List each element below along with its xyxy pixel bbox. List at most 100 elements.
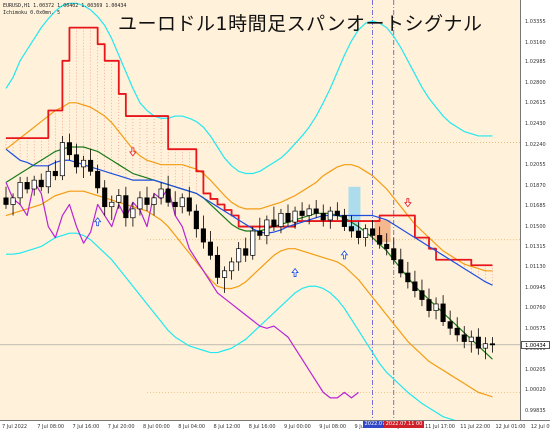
y-tick-label: 1.01685 bbox=[525, 203, 546, 210]
candle-bear bbox=[285, 212, 291, 223]
x-tick-label: 8 Jul 04:00 bbox=[178, 424, 206, 430]
candle-bull bbox=[59, 142, 65, 177]
blue_line-series-line bbox=[5, 148, 493, 286]
candle-bear bbox=[313, 208, 319, 214]
candle-bull bbox=[137, 197, 143, 210]
candle-bear bbox=[186, 197, 192, 212]
candle-bear bbox=[95, 170, 101, 189]
candle-bear bbox=[489, 343, 496, 346]
x-tick-label: 9 Jul 08:00 bbox=[319, 424, 347, 430]
candle-bull bbox=[130, 208, 136, 219]
candle-bear bbox=[165, 188, 171, 203]
candle-bear bbox=[3, 197, 9, 205]
candle-bear bbox=[52, 170, 58, 177]
y-tick-label: 1.00575 bbox=[525, 325, 546, 332]
buy-arrow-icon bbox=[291, 267, 299, 277]
price-axis[interactable]: 1.03355 1.03160 1.02985 1.02800 1.02615 1.024… bbox=[520, 0, 550, 420]
red_line-series-line bbox=[6, 26, 493, 267]
candle-bull bbox=[306, 208, 312, 216]
candle-bear bbox=[123, 195, 129, 219]
candle-bear bbox=[426, 299, 432, 311]
y-tick-label: 1.00945 bbox=[525, 284, 546, 291]
candle-bear bbox=[24, 182, 30, 190]
x-tick-label: 12 Jul 01:00 bbox=[495, 424, 526, 430]
candle-bull bbox=[31, 179, 37, 190]
x-tick-label: 7 Jul 08:00 bbox=[37, 424, 65, 430]
candle-bull bbox=[222, 270, 228, 278]
candle-bull bbox=[10, 197, 16, 205]
symbol-info-line: EURUSD,H1 1.00372 1.00402 1.00369 1.0043… bbox=[3, 3, 127, 9]
candle-bull bbox=[363, 228, 369, 238]
bb_upper2-series-line bbox=[5, 2, 493, 175]
chart-canvas bbox=[0, 0, 520, 420]
bb_lower2-series-line bbox=[6, 232, 456, 420]
candle-bear bbox=[461, 334, 467, 342]
candle-bear bbox=[193, 210, 199, 230]
candle-bear bbox=[391, 248, 397, 261]
y-tick-label: 1.02800 bbox=[525, 79, 546, 86]
candle-bear bbox=[144, 197, 150, 205]
candle-bear bbox=[475, 336, 481, 349]
candle-bull bbox=[468, 336, 474, 342]
candle-bear bbox=[454, 327, 460, 336]
x-tick-label: 8 Jul 00:00 bbox=[143, 424, 170, 430]
indicator-info-line: Ichimoku 0.0x0mn. 5 bbox=[3, 10, 61, 16]
candle-bear bbox=[214, 254, 221, 278]
candle-bull bbox=[292, 210, 298, 223]
candle-bull bbox=[278, 212, 284, 227]
y-tick-label: 1.01315 bbox=[525, 244, 546, 251]
candle-bear bbox=[348, 226, 355, 232]
y-tick-label: 0.99835 bbox=[525, 407, 546, 414]
signal-highlight-orange bbox=[374, 219, 391, 243]
highlight-time-label: 2022.07.11 00 bbox=[383, 421, 425, 428]
x-tick-label: 11 Jul 22:00 bbox=[460, 424, 491, 430]
candle-bear bbox=[207, 241, 214, 256]
candle-bear bbox=[370, 228, 376, 236]
y-tick-label: 1.00205 bbox=[525, 366, 546, 373]
candle-bear bbox=[341, 215, 347, 227]
candle-bull bbox=[45, 170, 51, 188]
candle-bear bbox=[440, 303, 446, 322]
time-axis[interactable]: 7 Jul 2022 7 Jul 08:00 7 Jul 16:00 7 Jul 20… bbox=[0, 420, 550, 435]
x-tick-label: 8 Jul 12:00 bbox=[213, 424, 241, 430]
candle-bull bbox=[482, 343, 488, 349]
candle-bear bbox=[320, 212, 326, 221]
candle-bull bbox=[179, 197, 185, 208]
candle-bull bbox=[17, 182, 23, 199]
candle-bull bbox=[116, 195, 122, 203]
candle-bear bbox=[398, 259, 404, 274]
bb_mid-series-line bbox=[5, 146, 493, 360]
buy-arrow-icon bbox=[340, 250, 349, 260]
x-tick-label: 11 Jul 17:00 bbox=[425, 424, 455, 430]
candle-bull bbox=[109, 201, 115, 208]
candle-bear bbox=[73, 154, 80, 168]
x-tick-label: 8 Jul 16:00 bbox=[248, 424, 276, 430]
y-tick-label: 1.01130 bbox=[525, 264, 546, 271]
purple_line-series-line bbox=[5, 181, 359, 399]
candle-bear bbox=[419, 290, 425, 300]
candle-bull bbox=[264, 219, 270, 236]
x-tick-label: 12 Jul 09:00 bbox=[530, 424, 550, 430]
candle-bear bbox=[334, 210, 340, 216]
candle-bear bbox=[172, 201, 178, 208]
candle-bull bbox=[250, 230, 256, 256]
candle-bear bbox=[412, 281, 418, 292]
candle-bear bbox=[243, 248, 249, 256]
bb_lower1-series-line bbox=[5, 190, 493, 398]
candle-bull bbox=[236, 248, 242, 263]
x-tick-label: 7 Jul 20:00 bbox=[107, 424, 135, 430]
y-tick-label: 1.03355 bbox=[525, 18, 546, 25]
candle-bear bbox=[271, 219, 277, 227]
y-tick-label: 1.00760 bbox=[525, 305, 546, 312]
buy-arrow-icon bbox=[93, 217, 102, 227]
candle-bull bbox=[158, 188, 164, 199]
candle-bear bbox=[299, 210, 305, 216]
x-tick-label: 7 Jul 16:00 bbox=[72, 424, 100, 430]
candle-bull bbox=[151, 197, 157, 205]
candle-bear bbox=[200, 228, 206, 243]
candle-bear bbox=[405, 272, 411, 283]
highlight-time-label: 2022.07.11 bbox=[362, 421, 396, 428]
x-tick-label: 9 Jul 00:00 bbox=[284, 424, 311, 430]
y-tick-label: 1.03160 bbox=[525, 40, 546, 47]
